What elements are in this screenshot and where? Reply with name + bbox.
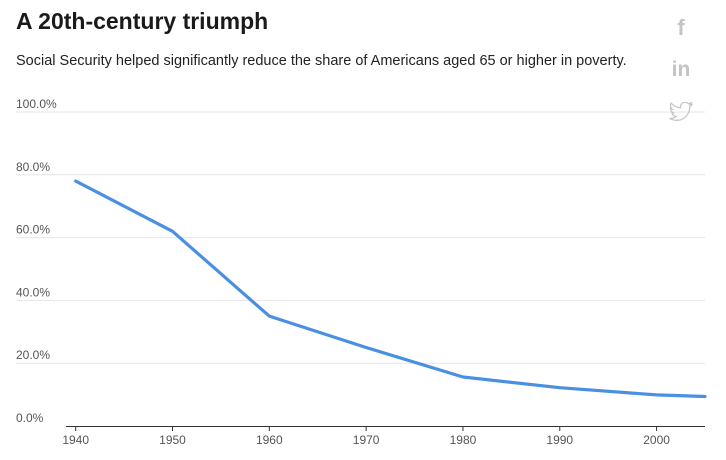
y-tick-label-0: 0.0% <box>16 411 44 425</box>
y-tick-label-3: 60.0% <box>16 223 50 237</box>
linkedin-glyph: in <box>671 58 691 81</box>
series-line-0 <box>74 179 707 399</box>
y-tick-label-5: 100.0% <box>16 97 57 111</box>
x-tick-label-3: 1970 <box>353 433 380 447</box>
chart-subtitle: Social Security helped significantly red… <box>16 53 627 69</box>
facebook-glyph: f <box>677 15 685 40</box>
x-tick-label-4: 1980 <box>450 433 477 447</box>
y-tick-label-4: 80.0% <box>16 160 50 174</box>
linkedin-icon[interactable]: in <box>664 56 698 84</box>
series-lines <box>74 179 707 399</box>
y-tick-label-2: 40.0% <box>16 285 50 299</box>
y-tick-label-1: 20.0% <box>16 348 50 362</box>
x-tick-label-1: 1950 <box>159 433 186 447</box>
facebook-icon[interactable]: f <box>664 14 698 42</box>
gridlines <box>16 111 705 364</box>
twitter-bird-glyph <box>669 102 693 122</box>
twitter-icon[interactable] <box>664 98 698 126</box>
x-axis: 1940 1950 1960 1970 1980 1990 2000 <box>62 426 705 447</box>
x-tick-label-0: 1940 <box>62 433 89 447</box>
y-axis-labels: 0.0% 20.0% 40.0% 60.0% 80.0% 100.0% <box>16 97 57 425</box>
x-tick-label-6: 2000 <box>643 433 670 447</box>
x-tick-label-5: 1990 <box>546 433 573 447</box>
x-tick-label-2: 1960 <box>256 433 283 447</box>
chart-title: A 20th-century triumph <box>16 8 269 34</box>
